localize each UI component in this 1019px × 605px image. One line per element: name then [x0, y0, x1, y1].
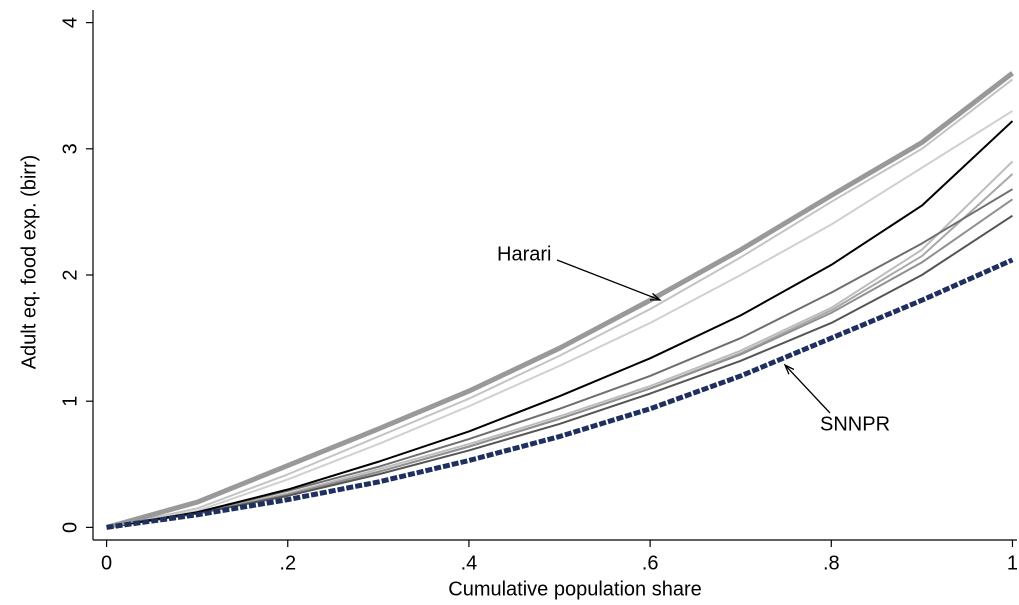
series-line: [106, 198, 1014, 529]
annotation: Harari: [497, 243, 551, 265]
annotation-arrowhead: [783, 363, 795, 375]
x-tick-label: 1: [1007, 552, 1018, 574]
y-tick-label: 3: [59, 143, 81, 154]
y-axis-label: Adult eq. food exp. (birr): [18, 155, 40, 370]
series-line: [106, 160, 1014, 529]
annotation-arrowhead: [649, 292, 662, 301]
x-axis-label: Cumulative population share: [448, 578, 702, 600]
y-tick-label: 0: [59, 522, 81, 533]
y-tick-label: 2: [59, 269, 81, 280]
series-line: [106, 257, 1014, 530]
series-line: [106, 120, 1014, 529]
x-tick-label: 0: [101, 552, 112, 574]
series-line: [106, 188, 1013, 529]
x-tick-label: .2: [279, 552, 296, 574]
x-tick-label: .4: [461, 552, 478, 574]
y-tick-label: 1: [59, 396, 81, 407]
series-line: [106, 214, 1014, 529]
x-tick-label: .8: [823, 552, 840, 574]
series-line: [106, 110, 1014, 529]
x-tick-label: .6: [642, 552, 659, 574]
annotation-arrow: [556, 259, 661, 301]
annotation-arrow: [784, 364, 831, 414]
y-tick-label: 4: [59, 17, 81, 28]
annotation: SNNPR: [820, 413, 890, 435]
series-line: [105, 71, 1014, 530]
series-line: [106, 78, 1014, 529]
